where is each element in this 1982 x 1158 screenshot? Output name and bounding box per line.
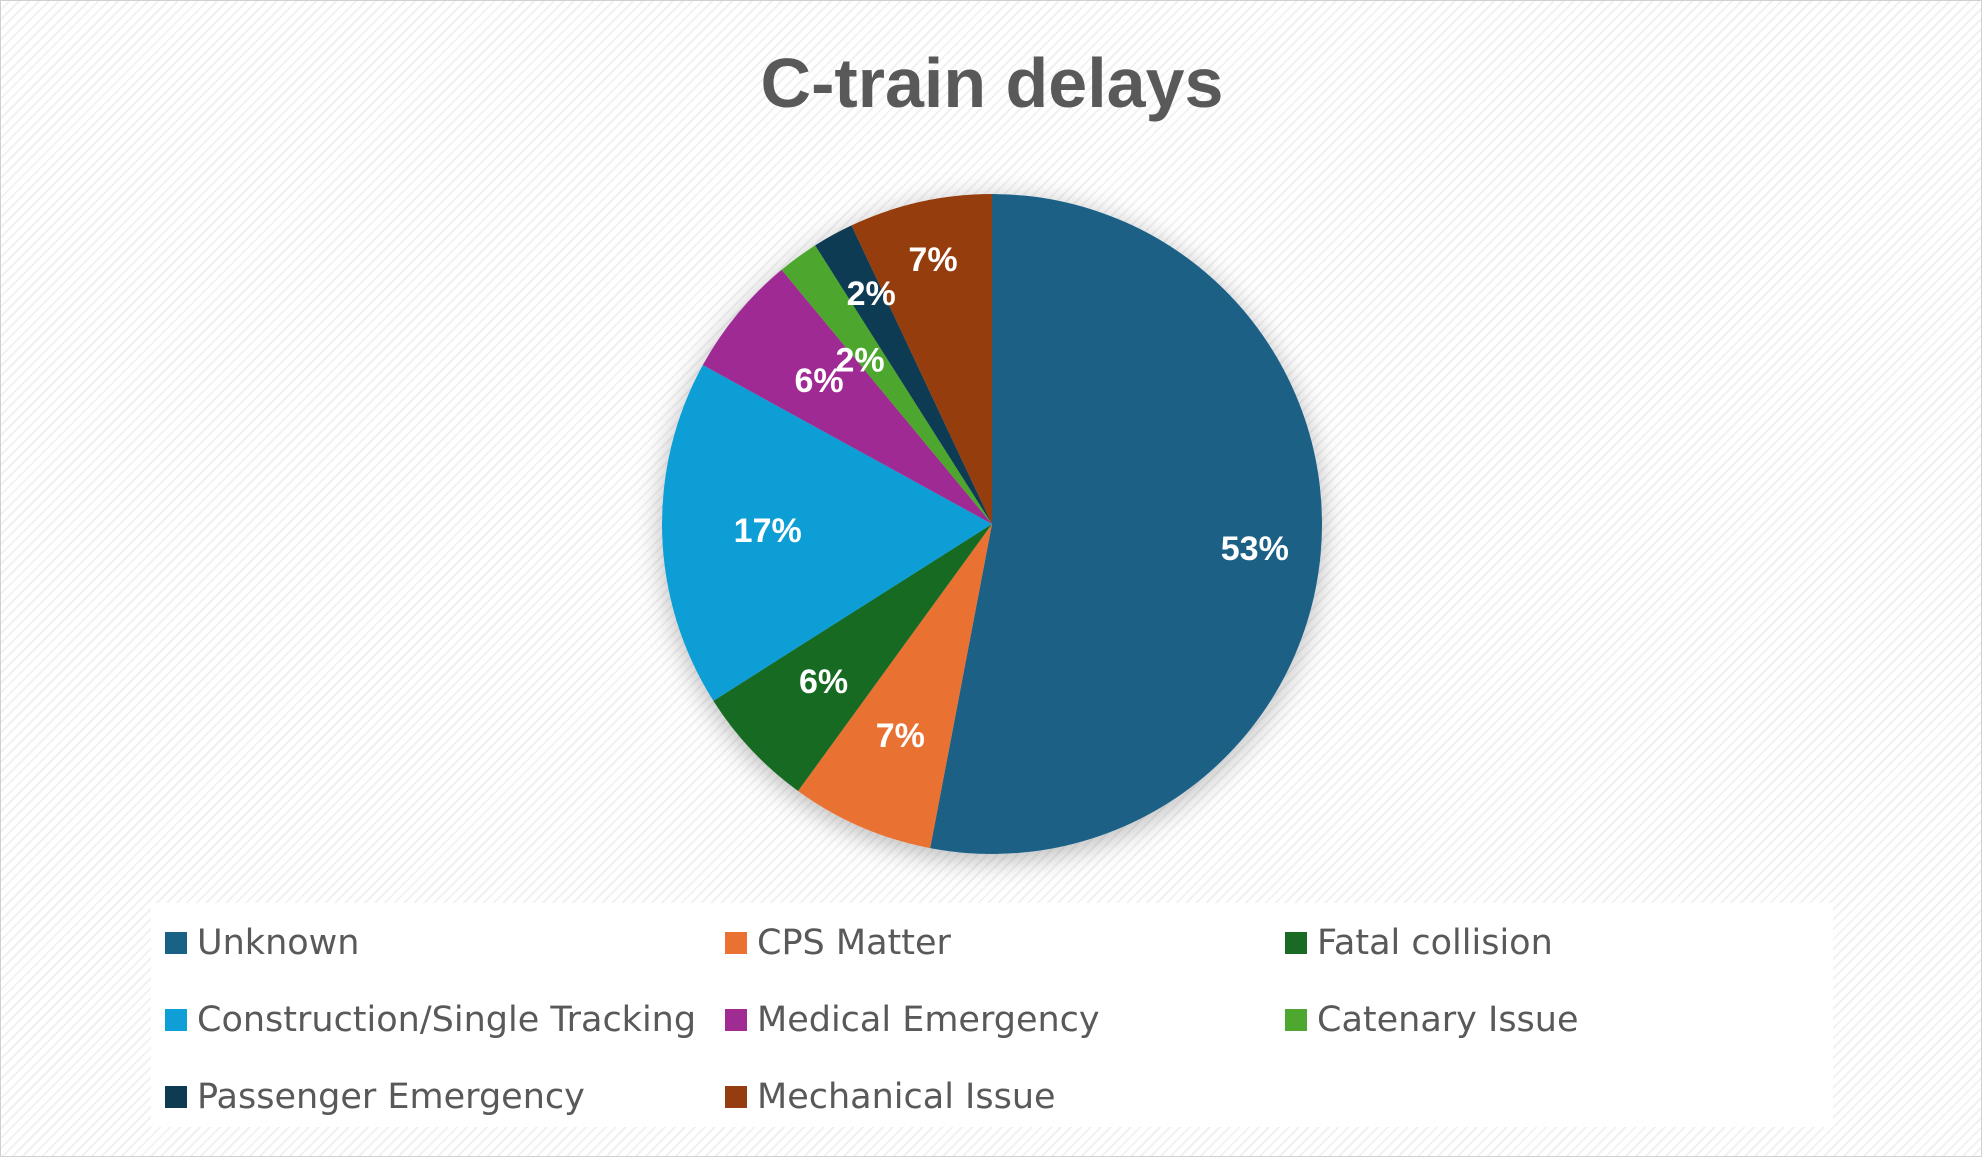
legend-swatch (725, 1009, 747, 1031)
data-label-catenary-issue: 2% (836, 342, 885, 380)
data-label-unknown: 53% (1221, 530, 1289, 568)
legend-label: Passenger Emergency (197, 1077, 585, 1117)
legend-label: Construction/Single Tracking (197, 1000, 697, 1040)
legend-item-passenger-emergency: Passenger Emergency (165, 1077, 585, 1117)
legend-item-mechanical-issue: Mechanical Issue (725, 1077, 1056, 1117)
legend-swatch (725, 1086, 747, 1108)
pie-slice-construction-single-tracking (662, 365, 992, 701)
data-label-construction-single-tracking: 17% (734, 512, 802, 550)
pie-slice-mechanical-issue (851, 194, 992, 524)
pie-slice-medical-emergency (702, 269, 992, 524)
data-label-medical-emergency: 6% (795, 362, 844, 400)
legend-item-medical-emergency: Medical Emergency (725, 1000, 1100, 1040)
data-label-mechanical-issue: 7% (908, 241, 957, 279)
legend-swatch (1285, 1009, 1307, 1031)
pie-slice-unknown (930, 194, 1323, 854)
pie-slices (662, 194, 1323, 854)
pie-data-labels: 53%7%6%17%6%2%2%7% (734, 241, 1289, 755)
legend-swatch (725, 932, 747, 954)
legend-label: Unknown (197, 923, 360, 963)
legend-label: Catenary Issue (1317, 1000, 1579, 1040)
legend-label: Mechanical Issue (757, 1077, 1056, 1117)
legend-item-construction-single-tracking: Construction/Single Tracking (165, 1000, 696, 1040)
legend-swatch (1285, 932, 1307, 954)
legend-swatch (165, 1086, 187, 1108)
legend-label: CPS Matter (757, 923, 951, 963)
legend: Unknown CPS Matter Fatal collision Construc… (151, 903, 1833, 1127)
pie-slice-passenger-emergency (815, 225, 992, 524)
legend-label: Medical Emergency (757, 1000, 1100, 1040)
data-label-cps-matter: 7% (876, 717, 925, 755)
pie-slice-catenary-issue (781, 245, 992, 524)
legend-swatch (165, 932, 187, 954)
chart-title: C-train delays (760, 44, 1224, 122)
legend-item-catenary-issue: Catenary Issue (1285, 1000, 1579, 1040)
legend-swatch (165, 1009, 187, 1031)
legend-item-fatal-collision: Fatal collision (1285, 923, 1553, 963)
data-label-passenger-emergency: 2% (847, 275, 896, 313)
legend-item-cps-matter: CPS Matter (725, 923, 951, 963)
legend-label: Fatal collision (1317, 923, 1553, 963)
pie-slice-cps-matter (798, 524, 992, 849)
data-label-fatal-collision: 6% (799, 663, 848, 701)
pie-slice-fatal-collision (713, 524, 992, 791)
legend-item-unknown: Unknown (165, 923, 359, 963)
